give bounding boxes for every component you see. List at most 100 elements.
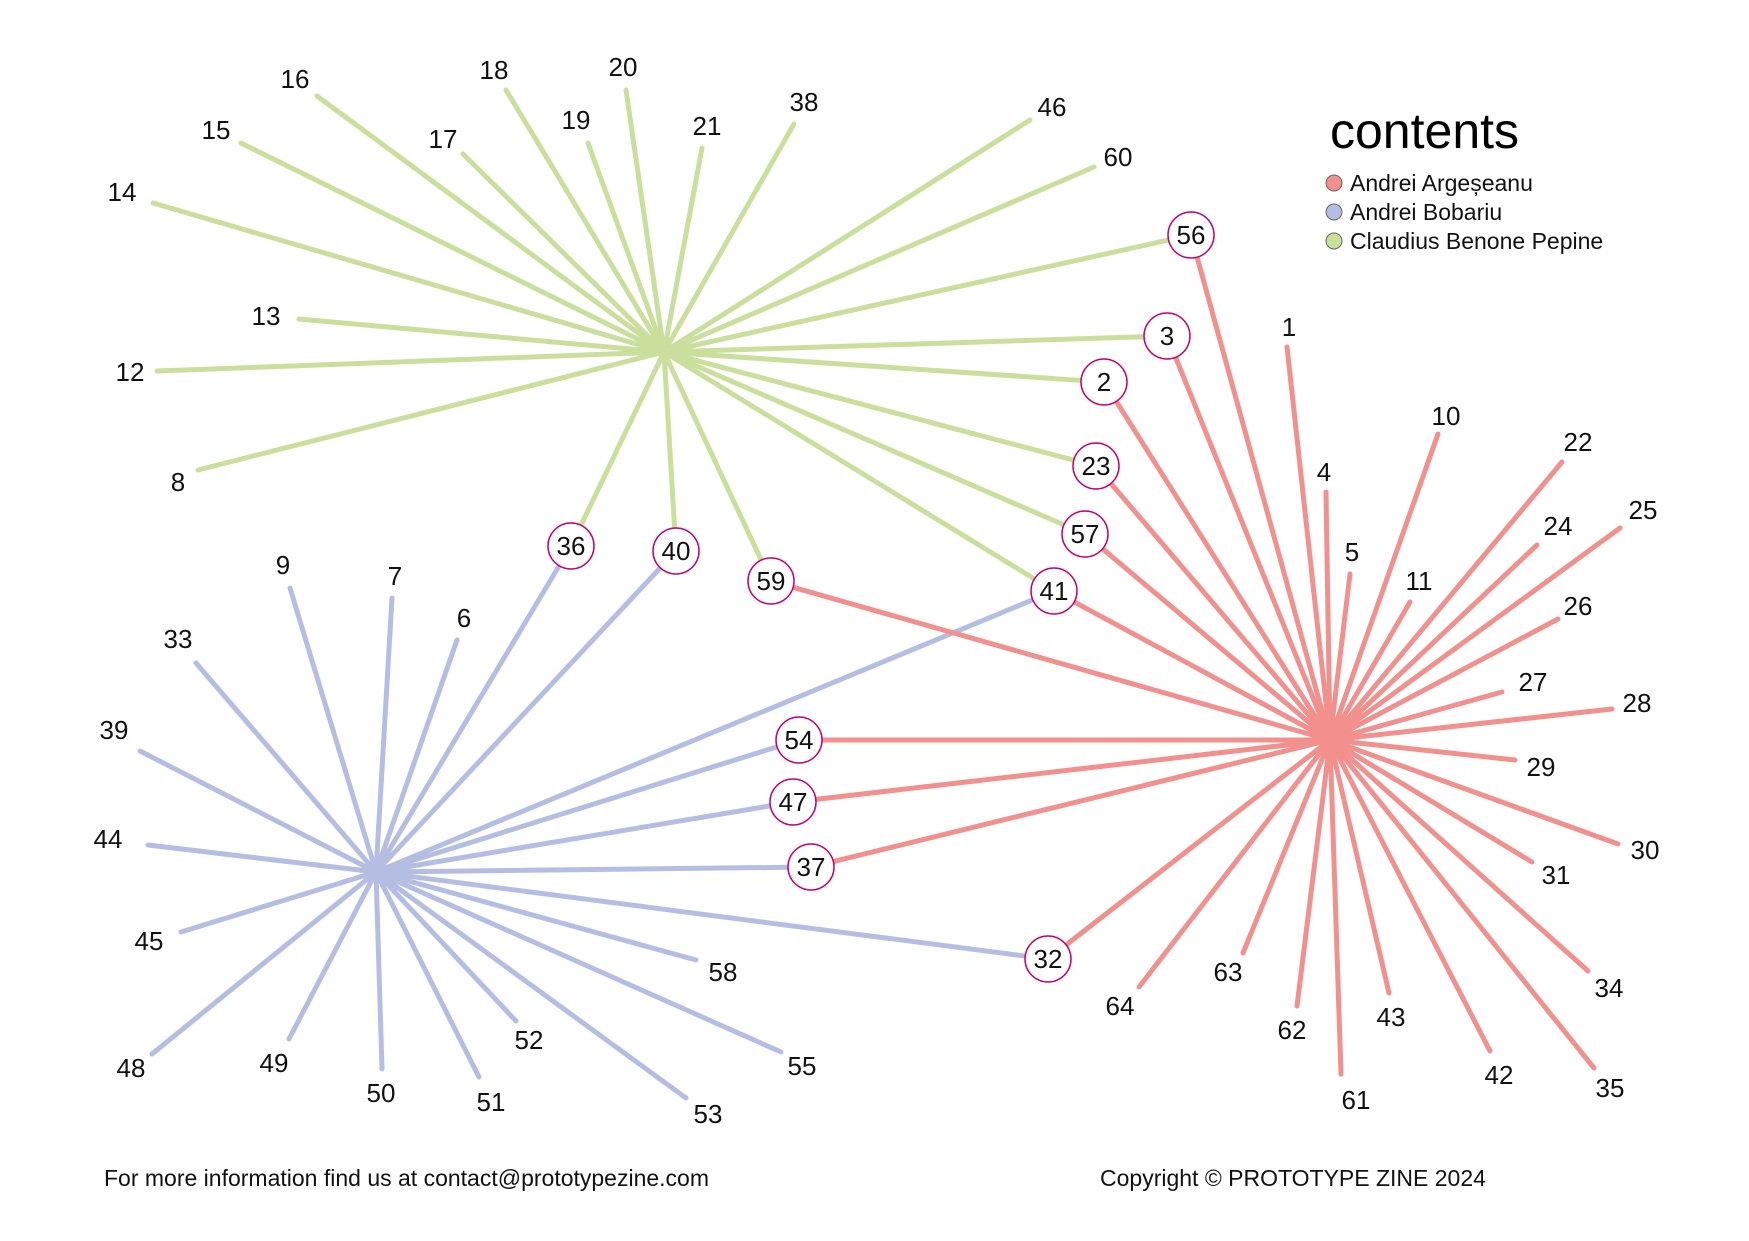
edge-pepine-19 [585, 140, 667, 355]
edge-argeseanu-24 [1327, 542, 1540, 743]
node-37: 37 [787, 843, 835, 891]
node-36-shared-circle [547, 522, 595, 570]
edge-bobariu-36 [373, 563, 562, 875]
edge-pepine-20 [623, 87, 667, 355]
edge-pepine-3 [661, 334, 1147, 355]
edge-argeseanu-62 [1294, 737, 1333, 1009]
node-18-label: 18 [480, 55, 509, 85]
node-8: 8 [171, 467, 185, 497]
node-33: 33 [164, 624, 193, 654]
node-21: 21 [693, 111, 722, 141]
node-24-label: 24 [1544, 511, 1573, 541]
edge-bobariu-33 [193, 660, 379, 875]
node-43-label: 43 [1377, 1002, 1406, 1032]
edge-bobariu-6 [373, 637, 460, 875]
node-57-shared-circle [1061, 510, 1109, 558]
node-46-label: 46 [1038, 92, 1067, 122]
node-41-shared-circle [1030, 567, 1078, 615]
node-11-label: 11 [1406, 566, 1433, 596]
node-10: 10 [1432, 401, 1461, 431]
node-55-label: 55 [788, 1051, 817, 1081]
edge-bobariu-32 [373, 869, 1028, 959]
node-42-label: 42 [1485, 1060, 1514, 1090]
nodes-layer: 1234567891011121314151617181920212223242… [94, 52, 1660, 1129]
legend-swatch-bobariu [1325, 203, 1343, 221]
node-52: 52 [515, 1025, 544, 1055]
node-40-label: 40 [662, 536, 691, 566]
node-30: 30 [1631, 835, 1660, 865]
node-51-label: 51 [477, 1087, 506, 1117]
footer-contact-text: For more information find us at contact@… [104, 1165, 710, 1191]
node-14-label: 14 [108, 177, 137, 207]
edge-pepine-36 [578, 349, 667, 528]
edge-argeseanu-41 [1071, 599, 1333, 743]
edge-argeseanu-64 [1136, 737, 1333, 990]
node-23-shared-circle [1072, 442, 1120, 490]
node-58: 58 [709, 957, 738, 987]
node-55: 55 [788, 1051, 817, 1081]
node-38: 38 [790, 87, 819, 117]
edge-argeseanu-3 [1173, 354, 1333, 743]
edge-bobariu-9 [287, 585, 379, 875]
node-15: 15 [202, 115, 231, 145]
node-32-shared-circle [1024, 935, 1072, 983]
node-5-label: 5 [1345, 537, 1359, 567]
node-9: 9 [276, 550, 290, 580]
edge-bobariu-55 [373, 869, 784, 1055]
node-30-label: 30 [1631, 835, 1660, 865]
edge-pepine-56 [661, 237, 1172, 355]
node-41: 41 [1030, 567, 1078, 615]
node-29: 29 [1527, 752, 1556, 782]
node-9-label: 9 [276, 550, 290, 580]
edge-bobariu-7 [373, 595, 395, 875]
node-60-label: 60 [1104, 142, 1133, 172]
node-20-label: 20 [609, 52, 638, 82]
node-1: 1 [1282, 312, 1296, 342]
edge-argeseanu-2 [1113, 398, 1333, 743]
node-12-label: 12 [116, 357, 145, 387]
node-54-label: 54 [785, 725, 814, 755]
edge-pepine-21 [661, 145, 705, 355]
node-4-label: 4 [1317, 457, 1331, 487]
node-36-label: 36 [557, 531, 586, 561]
edge-argeseanu-22 [1327, 459, 1565, 743]
node-27: 27 [1519, 667, 1548, 697]
edge-pepine-59 [661, 349, 764, 563]
edge-pepine-23 [661, 349, 1077, 463]
node-47-label: 47 [779, 787, 808, 817]
node-37-label: 37 [797, 852, 826, 882]
edge-bobariu-50 [373, 869, 385, 1072]
node-18: 18 [480, 55, 509, 85]
edge-argeseanu-11 [1327, 599, 1413, 743]
node-31-label: 31 [1542, 860, 1571, 890]
node-62-label: 62 [1278, 1015, 1307, 1045]
node-34-label: 34 [1595, 973, 1624, 1003]
node-22-label: 22 [1564, 427, 1593, 457]
edge-argeseanu-25 [1327, 525, 1623, 743]
edge-pepine-18 [503, 87, 667, 355]
edge-bobariu-52 [373, 869, 519, 1024]
node-40: 40 [652, 527, 700, 575]
node-5: 5 [1345, 537, 1359, 567]
node-41-label: 41 [1040, 576, 1069, 606]
node-60: 60 [1104, 142, 1133, 172]
legend-label-pepine: Claudius Benone Pepine [1350, 228, 1603, 254]
node-20: 20 [609, 52, 638, 82]
edge-bobariu-47 [373, 803, 773, 875]
node-10-label: 10 [1432, 401, 1461, 431]
node-21-label: 21 [693, 111, 722, 141]
node-56: 56 [1167, 211, 1215, 259]
node-62: 62 [1278, 1015, 1307, 1045]
node-23: 23 [1072, 442, 1120, 490]
edge-bobariu-44 [145, 842, 379, 875]
node-6: 6 [457, 603, 471, 633]
edge-argeseanu-43 [1327, 737, 1392, 996]
edge-bobariu-51 [373, 869, 482, 1080]
node-13: 13 [252, 301, 281, 331]
edge-bobariu-58 [373, 869, 699, 963]
node-16-label: 16 [281, 64, 310, 94]
node-26-label: 26 [1564, 591, 1593, 621]
node-43: 43 [1377, 1002, 1406, 1032]
legend-item-bobariu: Andrei Bobariu [1325, 199, 1502, 225]
node-22: 22 [1564, 427, 1593, 457]
